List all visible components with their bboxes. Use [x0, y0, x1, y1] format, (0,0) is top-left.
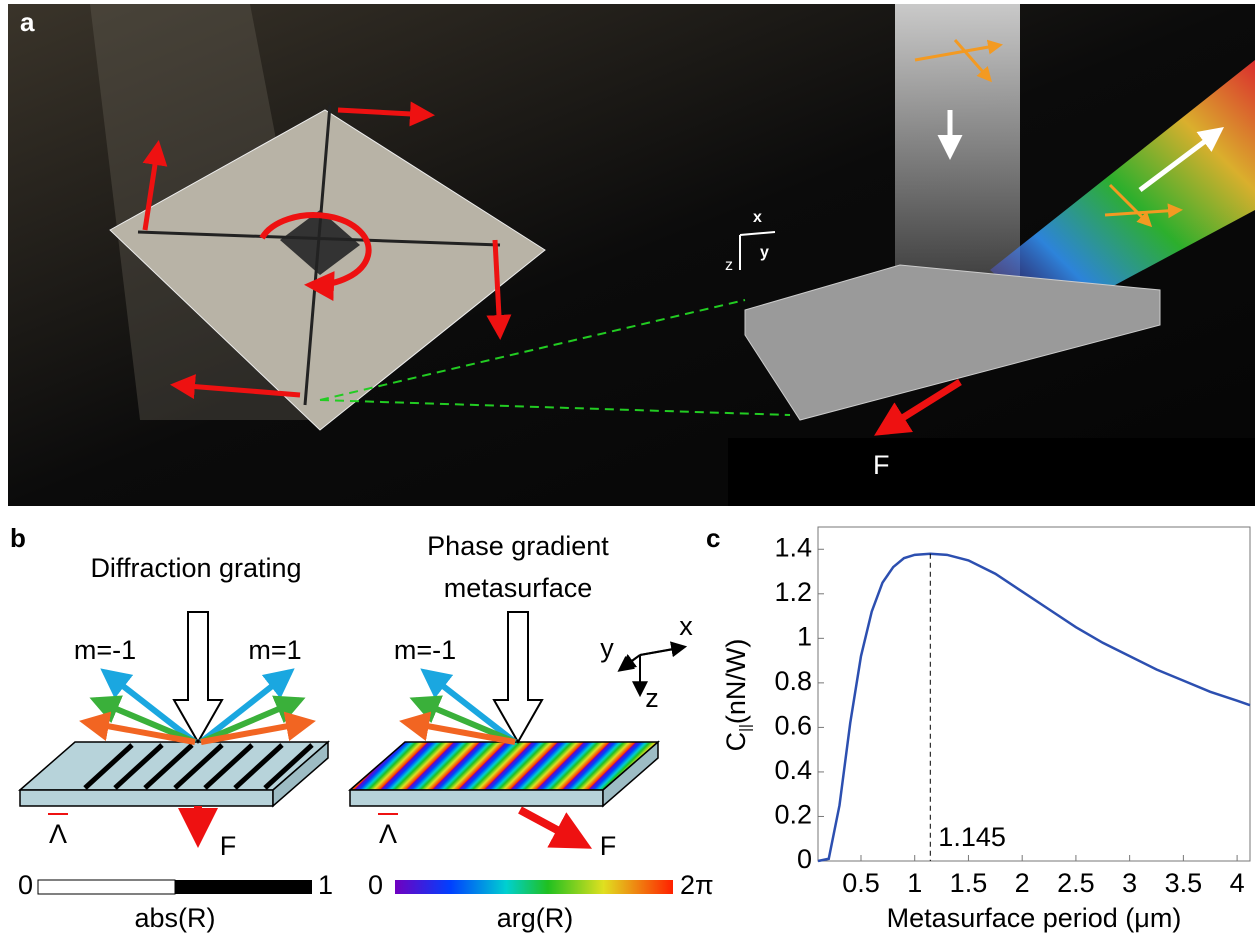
force-label: F	[873, 450, 890, 480]
y-tick-label: 0.8	[774, 666, 812, 696]
x-tick-label: 1	[907, 868, 922, 898]
y-tick-label: 0	[797, 844, 812, 874]
y-axis-label: C||(nN/W)	[721, 639, 754, 752]
y-tick-label: 0.4	[774, 755, 812, 785]
y-tick-label: 1	[797, 621, 812, 651]
title: Phase gradient	[427, 531, 609, 561]
plot-frame	[818, 527, 1250, 861]
period-label: Λ	[49, 819, 67, 849]
x-tick-label: 0.5	[842, 868, 880, 898]
colorbar-max: 2π	[680, 870, 714, 900]
y-label-unit: (nN/W)	[721, 639, 751, 724]
x-tick-label: 2.5	[1057, 868, 1095, 898]
y-tick-label: 1.4	[774, 532, 812, 562]
force-label: F	[600, 831, 617, 861]
axis-label: x	[753, 209, 762, 226]
axis-label: x	[679, 611, 693, 641]
panel-label: b	[10, 523, 26, 553]
force-label: F	[220, 831, 237, 861]
y-tick-label: 1.2	[774, 577, 812, 607]
colorbar-min: 0	[368, 870, 383, 900]
axis-label: z	[645, 683, 659, 713]
order-label: m=-1	[394, 635, 456, 665]
line	[818, 554, 1250, 861]
y-label-main: C	[721, 732, 751, 752]
axis-label: y	[600, 633, 614, 663]
x-tick-label: 4	[1230, 868, 1245, 898]
x-axis-label: Metasurface period (μm)	[887, 903, 1182, 933]
figure: a x y z F b Diffraction grating Phase gr…	[0, 0, 1257, 939]
colorbar-label: arg(R)	[497, 903, 574, 933]
panel-c: c Metasurface period (μm) C||(nN/W) 0 0.2…	[706, 523, 1250, 933]
period-label: Λ	[379, 819, 397, 849]
title: metasurface	[444, 573, 593, 603]
panel-a: a x y z F	[8, 4, 1255, 506]
x-tick-label: 3	[1122, 868, 1137, 898]
panel-label: c	[706, 523, 720, 553]
y-tick-label: 0.6	[774, 711, 812, 741]
colorbar-label: abs(R)	[134, 903, 215, 933]
panel-b: b Diffraction grating Phase gradient met…	[10, 523, 714, 933]
colorbar-min: 0	[18, 870, 33, 900]
title: Diffraction grating	[90, 553, 301, 583]
x-tick-label: 3.5	[1165, 868, 1203, 898]
order-label: m=-1	[74, 635, 136, 665]
panel-label: a	[20, 7, 35, 37]
x-tick-label: 2	[1015, 868, 1030, 898]
y-label-sub: ||	[737, 724, 754, 732]
axis-label: y	[760, 244, 769, 261]
y-tick-label: 0.2	[774, 800, 812, 830]
colorbar-max: 1	[318, 870, 333, 900]
annotation-label: 1.145	[938, 822, 1006, 852]
x-tick-label: 1.5	[950, 868, 988, 898]
axis-label: z	[725, 257, 733, 274]
order-label: m=1	[248, 635, 301, 665]
